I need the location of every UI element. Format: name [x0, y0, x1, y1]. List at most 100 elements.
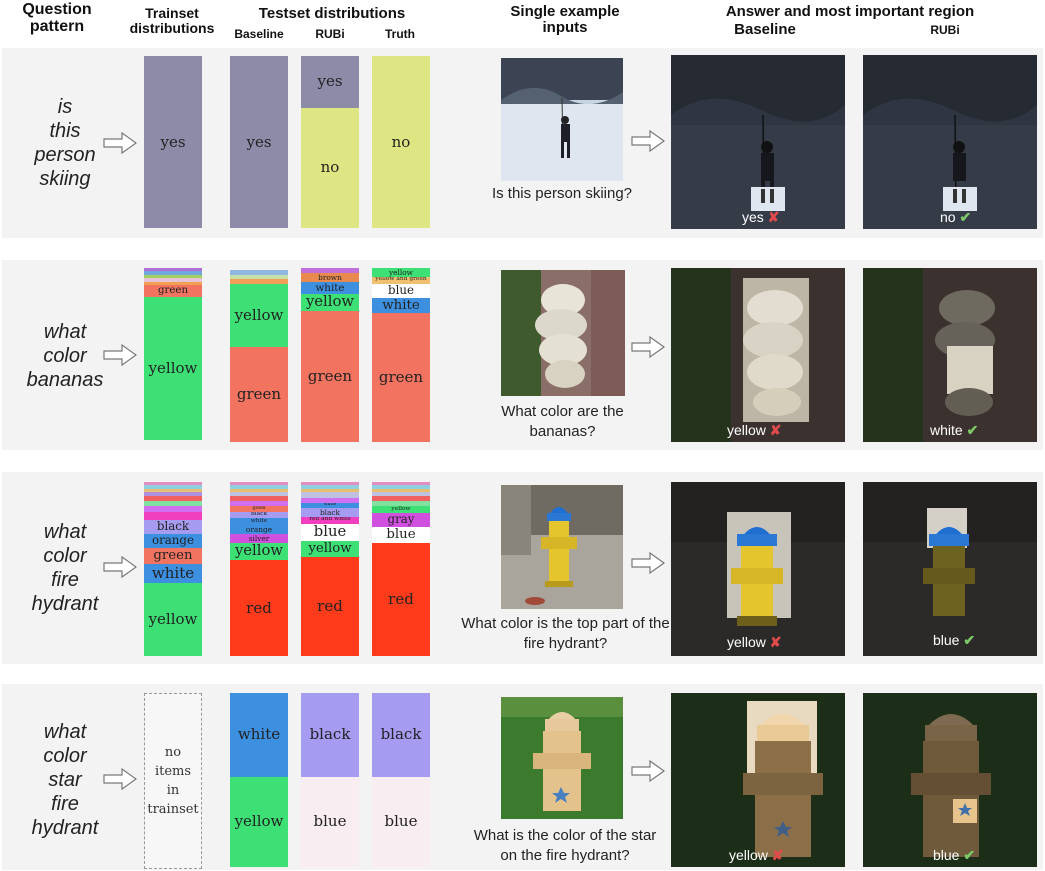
header-baseline: Baseline [234, 27, 284, 41]
rubi-answer: blue ✔ [933, 632, 975, 649]
distribution-segment: blue [372, 776, 430, 867]
distribution-segment: red [230, 560, 288, 656]
distribution-segment: white [301, 281, 359, 295]
distribution-segment: silver [230, 534, 288, 543]
truth-distribution: yellow yellow and green blue white green [372, 268, 430, 442]
distribution-segment [372, 482, 430, 486]
header-single: Single example inputs [510, 3, 620, 36]
distribution-segment [144, 482, 202, 486]
distribution-segment: yellow and green [372, 276, 430, 284]
baseline-answer: yellow ✘ [727, 422, 782, 439]
distribution-segment [301, 492, 359, 498]
distribution-segment: yellow [372, 268, 430, 277]
distribution-segment: green [301, 311, 359, 442]
distribution-segment: green [230, 506, 288, 512]
pattern-word: this [49, 120, 81, 142]
pattern-word: bananas [26, 369, 104, 391]
distribution-segment [230, 492, 288, 496]
distribution-segment: red [301, 556, 359, 656]
arrow-icon [103, 768, 137, 790]
pattern-word: fire [51, 793, 79, 815]
arrow-icon [631, 336, 665, 358]
answer-text: blue [933, 847, 960, 863]
arrow-icon [103, 344, 137, 366]
distribution-segment: yes [144, 56, 202, 228]
distribution-segment: blue [372, 527, 430, 543]
rubi-answer: no ✔ [940, 209, 971, 226]
distribution-segment [301, 482, 359, 486]
baseline-answer: yellow ✘ [727, 634, 782, 651]
distribution-segment [230, 482, 288, 486]
distribution-segment: blue [301, 776, 359, 867]
rubi-distribution: black blue [301, 693, 359, 867]
rubi-answer: white ✔ [930, 422, 978, 439]
check-icon: ✔ [963, 632, 976, 648]
pattern-word: what [43, 321, 87, 343]
rubi-distribution: white black red and white blue yellow red [301, 482, 359, 656]
rubi-answer-image [863, 55, 1037, 229]
pattern-word: star [48, 769, 82, 791]
distribution-segment [144, 492, 202, 496]
pattern-word: person [34, 144, 96, 166]
distribution-segment: blue [301, 523, 359, 542]
pattern-word: color [43, 545, 87, 567]
distribution-segment [372, 495, 430, 502]
distribution-segment [144, 506, 202, 512]
distribution-segment [144, 271, 202, 275]
rubi-distribution: yes no [301, 56, 359, 228]
trainset-distribution: green yellow [144, 268, 202, 440]
distribution-segment: yellow [230, 542, 288, 561]
distribution-segment [144, 485, 202, 489]
distribution-segment [144, 488, 202, 493]
distribution-segment: no [372, 56, 430, 228]
baseline-answer: yellow ✘ [729, 847, 784, 864]
rubi-answer: blue ✔ [933, 847, 975, 864]
distribution-segment: yellow [144, 297, 202, 440]
distribution-segment: yes [230, 56, 288, 228]
pattern-word: is [57, 96, 73, 118]
pattern-word: skiing [39, 168, 91, 190]
question-pattern: what color fire hydrant [10, 520, 120, 616]
distribution-segment [301, 268, 359, 274]
distribution-segment: yellow [144, 582, 202, 656]
distribution-segment: yes [301, 56, 359, 108]
distribution-segment: green [372, 313, 430, 442]
rubi-answer-image [863, 268, 1037, 442]
trainset-empty-box: no items in trainset [144, 693, 202, 869]
empty-label: trainset [147, 802, 199, 817]
distribution-segment: green [144, 548, 202, 564]
arrow-icon [103, 132, 137, 154]
distribution-segment [230, 275, 288, 279]
pattern-word: what [43, 521, 87, 543]
answer-text: yes [742, 209, 764, 225]
pattern-word: color [43, 345, 87, 367]
distribution-segment: gray [372, 513, 430, 528]
empty-label: items [154, 764, 192, 779]
distribution-segment: white [372, 297, 430, 314]
truth-distribution: yellow gray blue red [372, 482, 430, 656]
arrow-icon [631, 130, 665, 152]
answer-text: yellow [727, 634, 766, 650]
distribution-segment [230, 501, 288, 507]
distribution-segment [144, 274, 202, 279]
distribution-segment [144, 511, 202, 521]
distribution-segment: black [301, 693, 359, 777]
distribution-segment: yellow [301, 541, 359, 557]
rubi-answer-image [863, 482, 1037, 656]
distribution-segment: white [144, 563, 202, 583]
distribution-segment: no [301, 107, 359, 228]
truth-distribution: black blue [372, 693, 430, 867]
check-icon: ✔ [966, 422, 979, 438]
arrow-icon [631, 552, 665, 574]
distribution-segment: black [230, 511, 288, 519]
baseline-answer: yes ✘ [742, 209, 779, 226]
check-icon: ✔ [963, 847, 976, 863]
distribution-segment: red [372, 542, 430, 656]
question-pattern: what color star fire hydrant [10, 720, 120, 840]
example-image [501, 697, 623, 819]
distribution-segment [301, 488, 359, 493]
trainset-distribution: black orange green white yellow [144, 482, 202, 656]
rubi-answer-image [863, 693, 1037, 867]
distribution-segment: black [144, 520, 202, 535]
wrong-icon: ✘ [767, 209, 780, 225]
